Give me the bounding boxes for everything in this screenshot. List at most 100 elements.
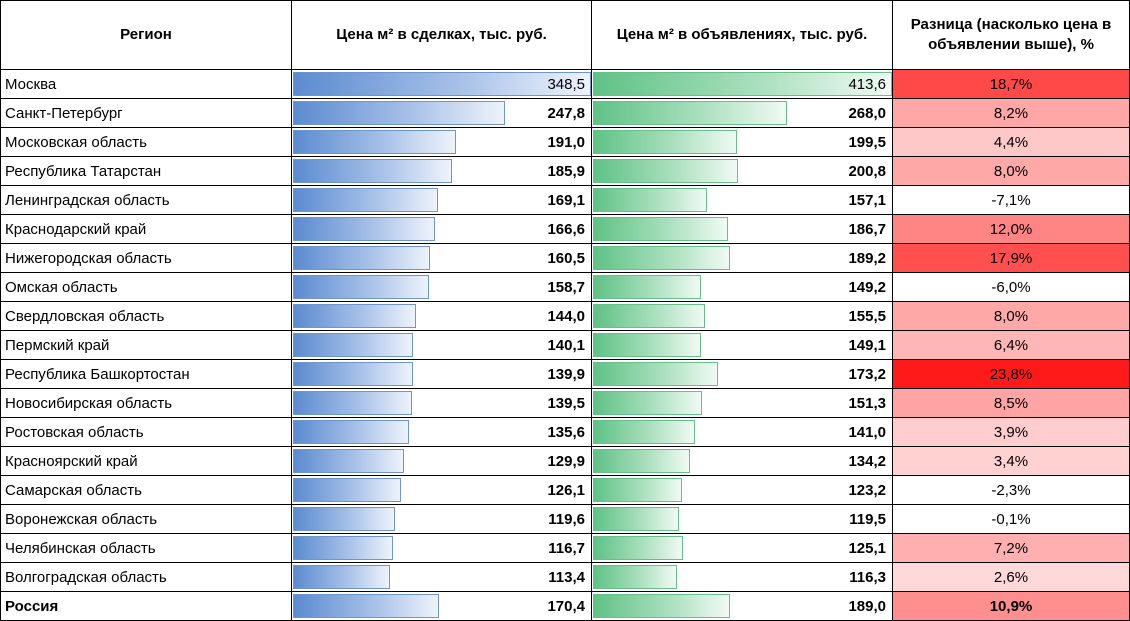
difference-value: -7,1% — [892, 185, 1130, 215]
deals-price-value: 135,6 — [547, 423, 585, 441]
region-name: Свердловская область — [0, 301, 292, 331]
deals-price-cell: 169,1 — [291, 185, 592, 215]
deals-price-bar — [293, 188, 438, 212]
deals-price-cell: 119,6 — [291, 504, 592, 534]
table-row: Волгоградская область 113,4 116,3 2,6% — [0, 562, 1130, 592]
deals-price-bar — [293, 246, 430, 270]
deals-price-bar — [293, 304, 416, 328]
listings-price-bar — [593, 130, 737, 154]
deals-price-value: 144,0 — [547, 307, 585, 325]
region-name: Московская область — [0, 127, 292, 157]
table-body: Москва 348,5 413,6 18,7% Санкт-Петербург 247,… — [0, 69, 1130, 621]
region-name: Новосибирская область — [0, 388, 292, 418]
listings-price-value: 123,2 — [848, 481, 886, 499]
listings-price-cell: 141,0 — [591, 417, 893, 447]
header-row: Регион Цена м² в сделках, тыс. руб. Цена… — [0, 0, 1130, 70]
deals-price-value: 139,9 — [547, 365, 585, 383]
listings-price-value: 189,0 — [848, 597, 886, 615]
deals-price-cell: 166,6 — [291, 214, 592, 244]
deals-price-cell: 170,4 — [291, 591, 592, 621]
header-difference: Разница (насколько цена в объявлении выш… — [892, 0, 1130, 70]
deals-price-bar — [293, 391, 412, 415]
deals-price-cell: 129,9 — [291, 446, 592, 476]
region-name: Республика Башкортостан — [0, 359, 292, 389]
difference-value: 6,4% — [892, 330, 1130, 360]
table-row: Республика Башкортостан 139,9 173,2 23,8% — [0, 359, 1130, 389]
region-name: Самарская область — [0, 475, 292, 505]
region-name: Республика Татарстан — [0, 156, 292, 186]
deals-price-value: 185,9 — [547, 162, 585, 180]
header-deals-price: Цена м² в сделках, тыс. руб. — [291, 0, 592, 70]
difference-value: 8,5% — [892, 388, 1130, 418]
difference-value: 23,8% — [892, 359, 1130, 389]
listings-price-value: 199,5 — [848, 133, 886, 151]
table-row: Воронежская область 119,6 119,5 -0,1% — [0, 504, 1130, 534]
region-name: Санкт-Петербург — [0, 98, 292, 128]
listings-price-cell: 149,2 — [591, 272, 893, 302]
difference-value: 8,0% — [892, 301, 1130, 331]
deals-price-value: 169,1 — [547, 191, 585, 209]
table-row: Самарская область 126,1 123,2 -2,3% — [0, 475, 1130, 505]
listings-price-bar — [593, 72, 892, 96]
deals-price-value: 116,7 — [548, 539, 585, 557]
table-row: Москва 348,5 413,6 18,7% — [0, 69, 1130, 99]
listings-price-cell: 200,8 — [591, 156, 893, 186]
deals-price-bar — [293, 217, 435, 241]
deals-price-value: 160,5 — [547, 249, 585, 267]
region-name: Москва — [0, 69, 292, 99]
deals-price-cell: 144,0 — [291, 301, 592, 331]
deals-price-value: 140,1 — [547, 336, 585, 354]
listings-price-cell: 151,3 — [591, 388, 893, 418]
deals-price-cell: 113,4 — [291, 562, 592, 592]
deals-price-cell: 140,1 — [291, 330, 592, 360]
listings-price-value: 189,2 — [848, 249, 886, 267]
deals-price-value: 119,6 — [548, 510, 585, 528]
listings-price-bar — [593, 507, 679, 531]
table-row: Республика Татарстан 185,9 200,8 8,0% — [0, 156, 1130, 186]
region-name: Ленинградская область — [0, 185, 292, 215]
region-name: Красноярский край — [0, 446, 292, 476]
deals-price-value: 348,5 — [547, 75, 585, 93]
deals-price-cell: 160,5 — [291, 243, 592, 273]
listings-price-bar — [593, 362, 718, 386]
region-name: Воронежская область — [0, 504, 292, 534]
difference-value: 17,9% — [892, 243, 1130, 273]
listings-price-cell: 173,2 — [591, 359, 893, 389]
listings-price-cell: 268,0 — [591, 98, 893, 128]
listings-price-value: 134,2 — [848, 452, 886, 470]
table-row: Свердловская область 144,0 155,5 8,0% — [0, 301, 1130, 331]
difference-value: 10,9% — [892, 591, 1130, 621]
table-row: Нижегородская область 160,5 189,2 17,9% — [0, 243, 1130, 273]
difference-value: 3,9% — [892, 417, 1130, 447]
listings-price-value: 116,3 — [849, 568, 886, 586]
listings-price-cell: 125,1 — [591, 533, 893, 563]
deals-price-bar — [293, 159, 452, 183]
listings-price-cell: 155,5 — [591, 301, 893, 331]
difference-value: 3,4% — [892, 446, 1130, 476]
deals-price-bar — [293, 478, 401, 502]
deals-price-bar — [293, 130, 456, 154]
table-row: Ростовская область 135,6 141,0 3,9% — [0, 417, 1130, 447]
listings-price-cell: 413,6 — [591, 69, 893, 99]
table-row: Новосибирская область 139,5 151,3 8,5% — [0, 388, 1130, 418]
region-name: Омская область — [0, 272, 292, 302]
listings-price-cell: 116,3 — [591, 562, 893, 592]
deals-price-value: 126,1 — [547, 481, 585, 499]
difference-value: 4,4% — [892, 127, 1130, 157]
difference-value: 7,2% — [892, 533, 1130, 563]
deals-price-value: 247,8 — [547, 104, 585, 122]
deals-price-value: 191,0 — [547, 133, 585, 151]
difference-value: 8,2% — [892, 98, 1130, 128]
listings-price-bar — [593, 478, 682, 502]
listings-price-bar — [593, 391, 702, 415]
total-row: Россия 170,4 189,0 10,9% — [0, 591, 1130, 621]
deals-price-bar — [293, 565, 390, 589]
deals-price-value: 166,6 — [547, 220, 585, 238]
deals-price-bar — [293, 507, 395, 531]
deals-price-value: 129,9 — [547, 452, 585, 470]
region-name: Краснодарский край — [0, 214, 292, 244]
listings-price-bar — [593, 275, 701, 299]
listings-price-bar — [593, 536, 683, 560]
region-name: Ростовская область — [0, 417, 292, 447]
table-row: Красноярский край 129,9 134,2 3,4% — [0, 446, 1130, 476]
